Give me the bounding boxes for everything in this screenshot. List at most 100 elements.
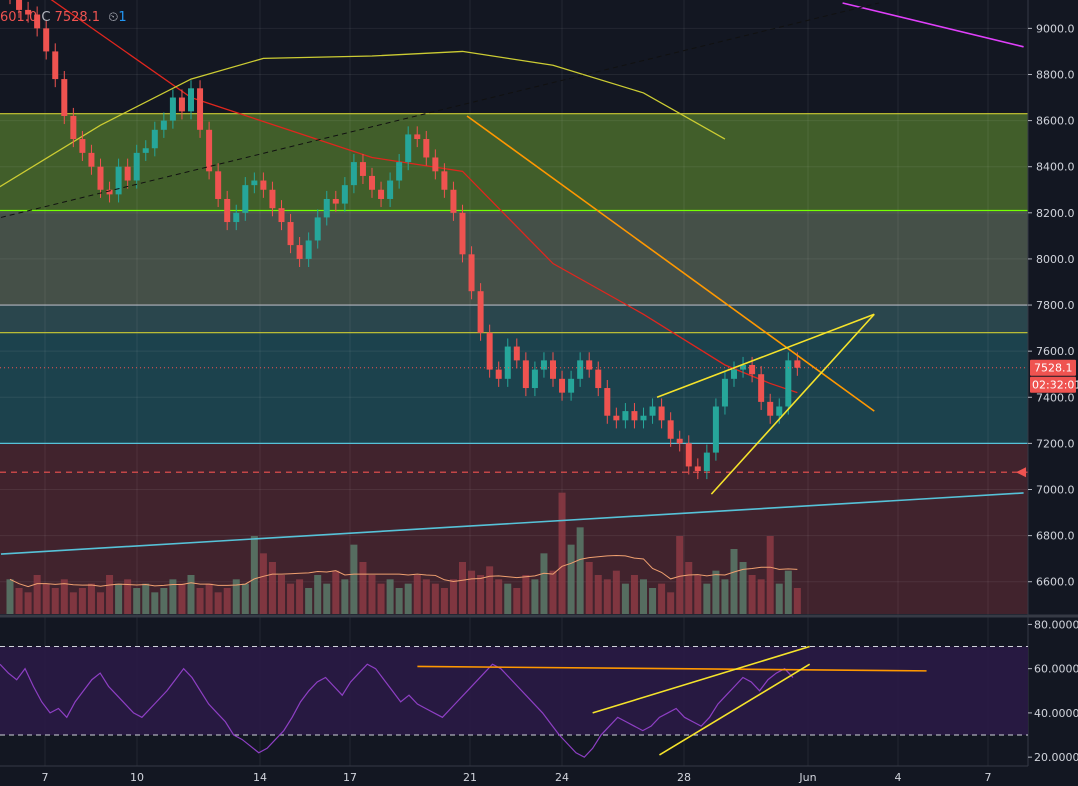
candle [649, 398, 656, 424]
volume-bar [612, 570, 620, 614]
candle [332, 190, 339, 212]
volume-bar [169, 579, 177, 614]
candle-body [586, 360, 593, 370]
candle-body [785, 360, 792, 407]
price-tick-label: 7200.0 [1036, 437, 1075, 450]
candle-body [577, 360, 584, 379]
candle [160, 112, 167, 138]
price-tick-label: 8600.0 [1036, 115, 1075, 128]
volume-bar [784, 570, 792, 614]
candle [206, 121, 213, 180]
close-label: C [41, 10, 51, 25]
candle-body [721, 378, 728, 407]
candle [550, 352, 556, 387]
volume-bar [87, 583, 95, 614]
candle [694, 458, 701, 480]
volume-bar [513, 588, 521, 614]
candle [712, 398, 719, 461]
volume-bar [323, 583, 331, 614]
candle-body [188, 88, 194, 112]
candle-body [124, 166, 131, 181]
candle-body [540, 360, 547, 370]
volume-bar [268, 562, 276, 614]
indicator-count[interactable]: 1 [118, 10, 127, 25]
candle-body [106, 189, 113, 195]
volume-bar [775, 583, 783, 614]
volume-bar [296, 579, 304, 614]
candle-body [640, 415, 647, 421]
rsi-tick-label: 20.0000 [1034, 751, 1078, 764]
rsi-tick-label: 40.0000 [1034, 707, 1078, 720]
time-tick-label: Jun [798, 771, 816, 784]
candle-body [242, 185, 249, 213]
candle [432, 149, 439, 180]
candle-body [197, 88, 204, 130]
volume-bar [558, 492, 566, 614]
volume-bar [359, 562, 367, 614]
candle-body [459, 212, 466, 255]
candle-body [740, 364, 747, 370]
volume-bars [6, 492, 801, 614]
candle-body [43, 28, 50, 52]
candle [613, 407, 620, 429]
price-tick-label: 7000.0 [1036, 483, 1075, 496]
price-tick-label: 6600.0 [1036, 576, 1075, 589]
volume-bar [766, 536, 774, 614]
candle [731, 361, 737, 387]
candle-body [206, 129, 213, 172]
volume-bar [486, 566, 494, 614]
volume-bar [305, 588, 313, 614]
volume-bar [603, 579, 611, 614]
volume-bar [549, 570, 557, 614]
volume-bar [413, 575, 421, 614]
time-tick-label: 4 [895, 771, 902, 784]
volume-bar [721, 579, 729, 614]
candle-body [504, 346, 511, 379]
candle [169, 89, 176, 129]
candle-body [749, 364, 756, 375]
candle [314, 209, 321, 249]
candle [115, 158, 122, 203]
candle-body [658, 406, 665, 421]
volume-bar [60, 579, 68, 614]
candle-body [550, 360, 556, 379]
candle [133, 144, 140, 189]
candle [640, 407, 647, 429]
candle-body [604, 388, 611, 416]
volume-bar [97, 592, 104, 614]
candle-body [613, 415, 620, 421]
candle-body [495, 369, 502, 379]
price-tick-label: 8800.0 [1036, 68, 1075, 81]
candle-body [224, 198, 231, 223]
candle [251, 172, 258, 194]
candle-body [61, 79, 68, 116]
candle-body [142, 148, 149, 153]
volume-bar [24, 592, 32, 614]
candle-body [34, 14, 41, 29]
candle [740, 356, 747, 378]
volume-bar [223, 588, 231, 614]
candle-body [215, 171, 222, 199]
candle [260, 172, 267, 198]
candle [540, 352, 547, 378]
candle-body [25, 9, 32, 15]
candle [34, 6, 41, 37]
candle-body [432, 157, 439, 172]
candles [9, 0, 801, 480]
clock-icon[interactable]: ⏲ [108, 10, 119, 25]
rsi-trendline-0 [417, 665, 927, 672]
volume-bar [178, 583, 186, 614]
volume-bar [431, 583, 439, 614]
candle [423, 130, 430, 166]
candle [242, 177, 249, 221]
candle-body [52, 51, 59, 80]
price-tick-label: 7800.0 [1036, 299, 1075, 312]
candle-body [314, 217, 321, 241]
volume-bar [667, 592, 675, 614]
candle-body [269, 189, 276, 209]
price-tick-label: 9000.0 [1036, 22, 1075, 35]
candle-body [631, 411, 638, 421]
volume-bar [278, 575, 285, 614]
volume-bar [694, 575, 702, 614]
